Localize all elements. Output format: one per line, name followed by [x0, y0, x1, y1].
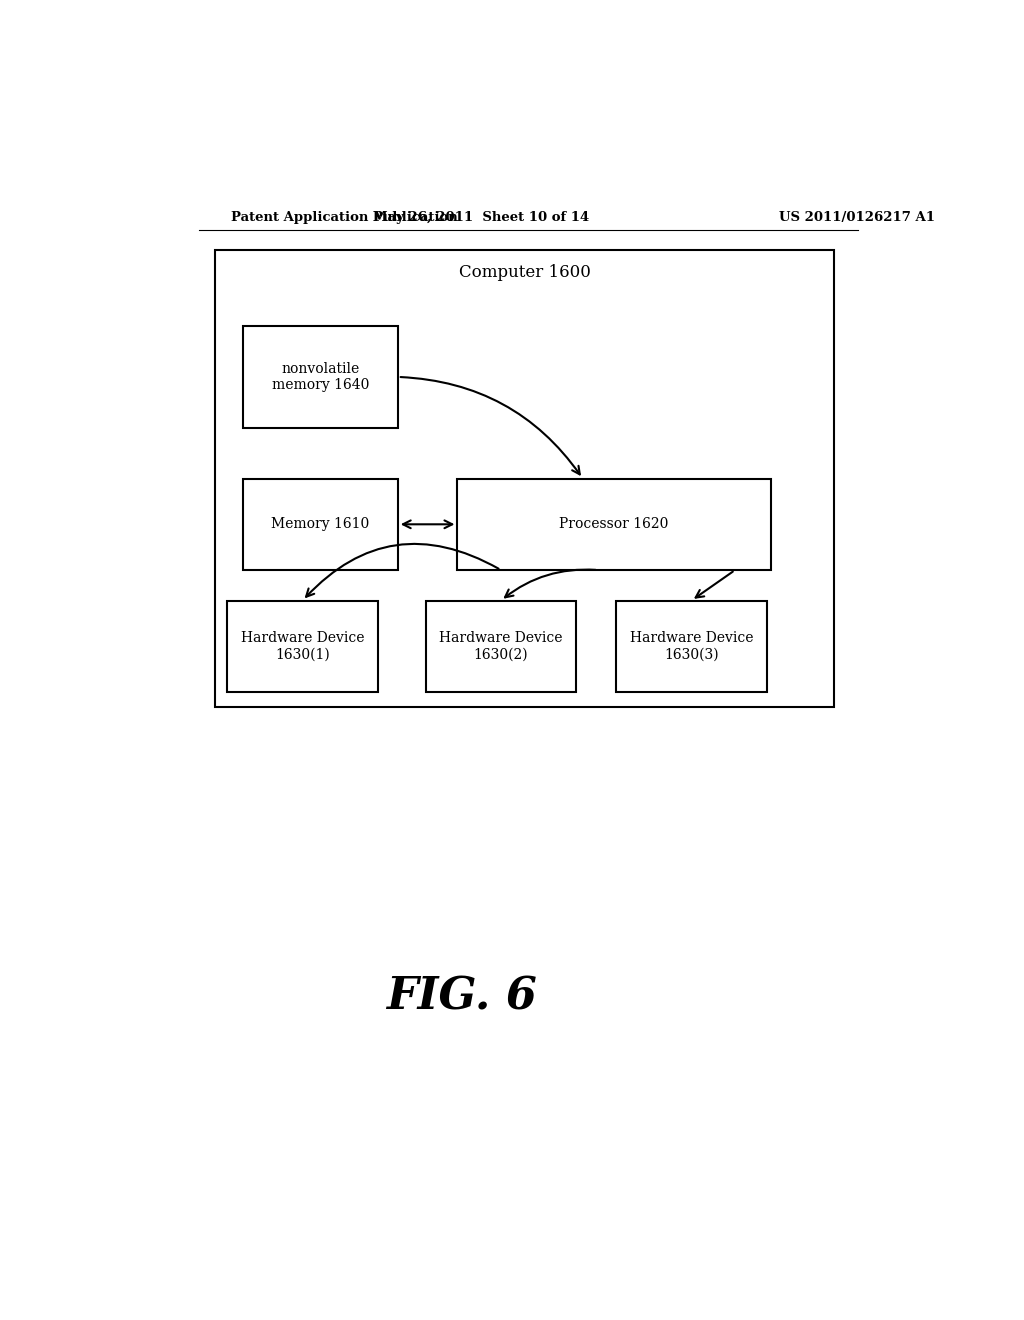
- Text: Patent Application Publication: Patent Application Publication: [231, 211, 458, 224]
- Text: US 2011/0126217 A1: US 2011/0126217 A1: [778, 211, 935, 224]
- Text: FIG. 6: FIG. 6: [386, 975, 537, 1019]
- Text: Computer 1600: Computer 1600: [459, 264, 591, 281]
- Text: Hardware Device
1630(2): Hardware Device 1630(2): [439, 631, 563, 661]
- Text: Hardware Device
1630(1): Hardware Device 1630(1): [241, 631, 365, 661]
- FancyBboxPatch shape: [243, 326, 397, 428]
- Text: Processor 1620: Processor 1620: [559, 517, 669, 532]
- FancyBboxPatch shape: [227, 601, 378, 692]
- FancyBboxPatch shape: [616, 601, 767, 692]
- FancyBboxPatch shape: [458, 479, 771, 570]
- Text: Hardware Device
1630(3): Hardware Device 1630(3): [630, 631, 754, 661]
- Text: May 26, 2011  Sheet 10 of 14: May 26, 2011 Sheet 10 of 14: [373, 211, 589, 224]
- FancyBboxPatch shape: [243, 479, 397, 570]
- FancyBboxPatch shape: [215, 249, 835, 708]
- Text: nonvolatile
memory 1640: nonvolatile memory 1640: [271, 362, 369, 392]
- FancyBboxPatch shape: [426, 601, 577, 692]
- Text: Memory 1610: Memory 1610: [271, 517, 370, 532]
